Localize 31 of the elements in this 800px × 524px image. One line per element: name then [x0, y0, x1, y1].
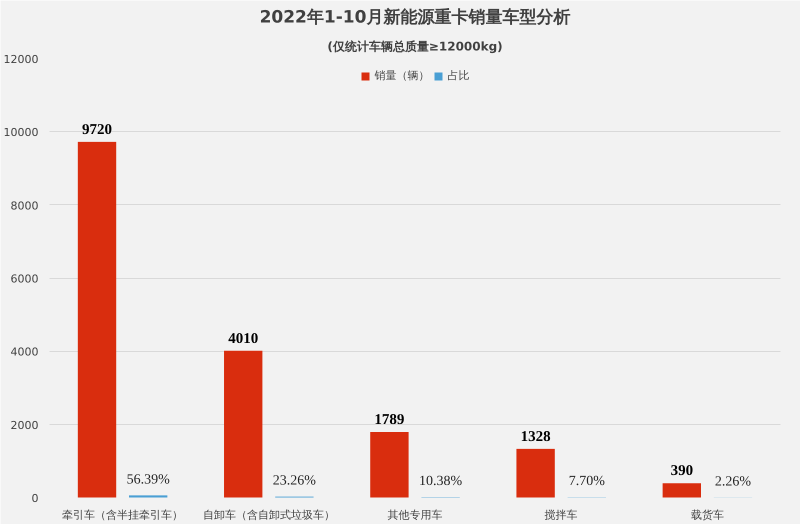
data-label: 7.70%: [568, 474, 606, 490]
y-tick-label: 10000: [4, 126, 39, 140]
bar: [662, 483, 702, 498]
x-tick-label: 牵引车（含半挂牵引车）: [62, 508, 184, 522]
bar: [516, 448, 555, 498]
x-tick-label: 其他专用车: [388, 508, 442, 522]
data-label: 23.26%: [272, 474, 316, 489]
chart-subtitle: (仅统计车辆总质量≥12000kg): [327, 40, 503, 54]
y-tick-label: 0: [32, 492, 38, 505]
x-tick-label: 搅拌车: [544, 508, 578, 522]
legend-label: 销量（辆）: [374, 68, 430, 83]
bar: [78, 142, 116, 498]
y-tick-label: 6000: [10, 272, 39, 286]
data-label: 1328: [520, 428, 551, 445]
bar: [224, 350, 262, 498]
y-tick-label: 4000: [10, 346, 39, 359]
data-label: 9720: [82, 122, 112, 138]
y-tick-label: 12000: [4, 53, 39, 66]
legend-label: 占比: [448, 68, 470, 83]
bar: [370, 432, 409, 498]
x-tick-label: 载货车: [690, 508, 724, 522]
data-label: 56.39%: [126, 472, 170, 488]
y-tick-label: 8000: [10, 199, 39, 212]
data-label: 390: [670, 463, 694, 480]
data-label: 2.26%: [714, 474, 752, 490]
data-label: 4010: [228, 330, 258, 347]
chart-title: 2022年1-10月新能源重卡销量车型分析: [260, 8, 570, 28]
data-label: 10.38%: [419, 474, 463, 490]
y-tick-label: 2000: [10, 418, 39, 432]
data-label: 1789: [374, 412, 404, 428]
x-tick-label: 自卸车（含自卸式垃圾车）: [202, 508, 335, 522]
